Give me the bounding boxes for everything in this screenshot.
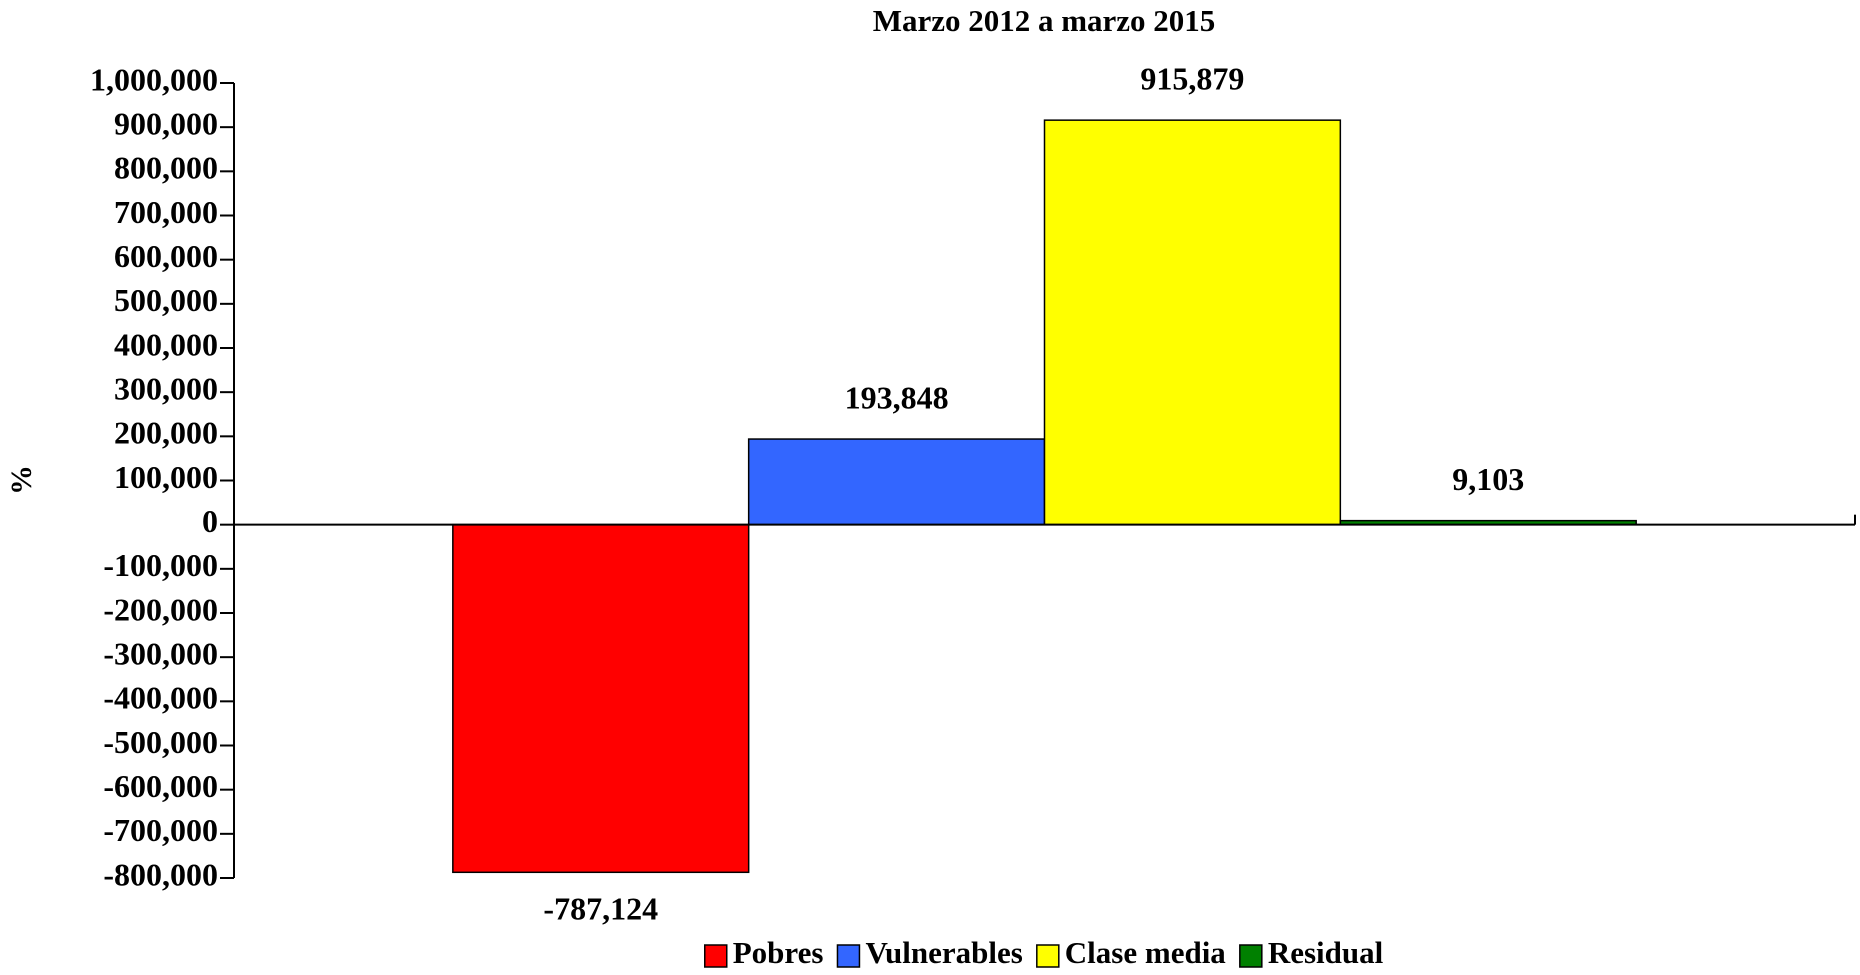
y-axis-label: %	[5, 465, 38, 495]
y-tick-label: 100,000	[114, 459, 218, 495]
y-tick-label: -400,000	[103, 680, 218, 716]
y-tick-label: -200,000	[103, 591, 218, 627]
chart-title: Marzo 2012 a marzo 2015	[873, 3, 1216, 38]
legend-swatch	[1036, 944, 1060, 968]
y-tick-label: 500,000	[114, 282, 218, 318]
legend-swatch	[704, 944, 728, 968]
data-label: 915,879	[1140, 60, 1244, 96]
legend-label: Pobres	[733, 935, 824, 970]
y-tick-label: 600,000	[114, 238, 218, 274]
data-label: 9,103	[1452, 461, 1524, 497]
legend-label: Residual	[1268, 935, 1384, 970]
y-tick-label: 0	[202, 503, 218, 539]
legend-label: Vulnerables	[865, 935, 1022, 970]
data-label: -787,124	[543, 891, 658, 927]
y-tick-label: -700,000	[103, 812, 218, 848]
legend-label: Clase media	[1065, 935, 1227, 970]
bar	[747, 438, 1046, 526]
y-tick-label: -300,000	[103, 636, 218, 672]
y-tick-label: 1,000,000	[90, 61, 218, 97]
legend-swatch	[836, 944, 861, 968]
legend-swatch	[1239, 944, 1263, 968]
y-tick-label: -600,000	[103, 768, 218, 804]
y-tick-label: 800,000	[114, 150, 218, 186]
y-tick-label: 300,000	[114, 371, 218, 407]
bar	[1043, 119, 1342, 526]
data-label: 193,848	[845, 379, 949, 415]
y-tick-label: 900,000	[114, 106, 218, 142]
y-tick-label: 400,000	[114, 326, 218, 362]
y-tick-label: -800,000	[103, 856, 218, 892]
bar	[452, 523, 750, 874]
y-tick-label: 700,000	[114, 194, 218, 230]
y-tick-label: 200,000	[114, 415, 218, 451]
y-tick-label: -100,000	[103, 547, 218, 583]
y-tick-label: -500,000	[103, 724, 218, 760]
